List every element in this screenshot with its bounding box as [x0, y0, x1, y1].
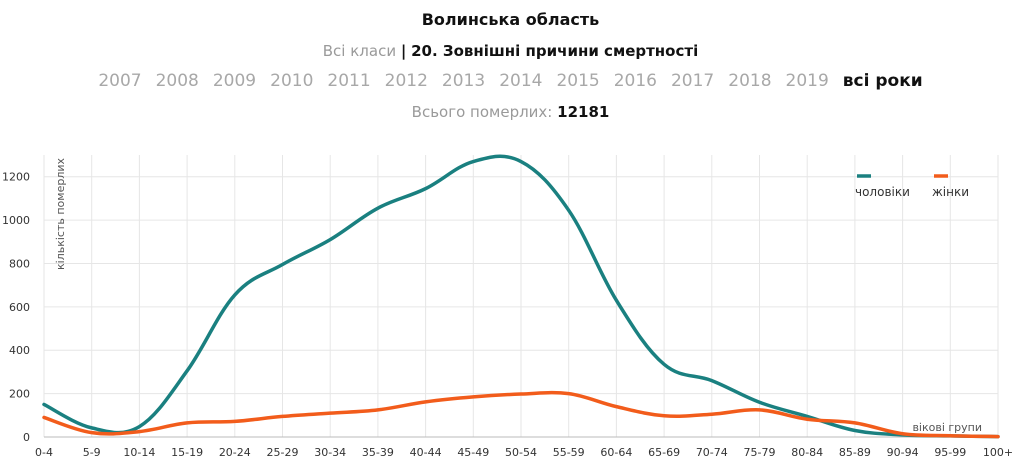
data-point — [423, 399, 429, 405]
x-tick-label: 15-19 — [171, 446, 203, 459]
year-option[interactable]: 2011 — [327, 71, 371, 91]
year-option[interactable]: 2017 — [670, 71, 715, 91]
data-point — [232, 418, 238, 424]
year-option[interactable]: 2015 — [556, 71, 600, 91]
y-tick-label: 600 — [9, 301, 30, 314]
data-point — [709, 378, 715, 384]
x-tick-label: 25-29 — [267, 446, 299, 459]
y-tick-label: 1200 — [2, 171, 30, 184]
data-point — [41, 414, 47, 420]
class-selected[interactable]: 20. Зовнішні причини смертності — [411, 42, 699, 60]
y-tick-label: 800 — [9, 257, 30, 270]
data-point — [136, 429, 142, 435]
y-axis-label: кількість померлих — [54, 158, 67, 270]
data-point — [566, 391, 572, 397]
x-tick-label: 45-49 — [457, 446, 489, 459]
data-point — [327, 237, 333, 243]
data-point — [327, 410, 333, 416]
data-point — [423, 186, 429, 192]
data-point — [184, 420, 190, 426]
class-all-link[interactable]: Всі класи — [322, 42, 397, 60]
y-tick-label: 0 — [23, 431, 30, 444]
year-option[interactable]: 2016 — [613, 71, 657, 91]
year-option[interactable]: 2009 — [212, 71, 257, 91]
data-point — [89, 430, 95, 436]
year-option[interactable]: 2013 — [441, 71, 486, 91]
year-option[interactable]: 2007 — [98, 71, 142, 91]
x-tick-label: 100+ — [983, 446, 1013, 459]
data-point — [518, 391, 524, 397]
year-option[interactable]: 2012 — [384, 71, 428, 91]
x-tick-label: 80-84 — [791, 446, 823, 459]
data-point — [757, 399, 763, 405]
total-deaths: Всього померлих: 12181 — [0, 103, 1021, 121]
total-value: 12181 — [557, 103, 610, 121]
x-tick-label: 75-79 — [744, 446, 776, 459]
data-point — [757, 407, 763, 413]
legend-label: чоловіки — [855, 185, 910, 199]
data-point — [852, 420, 858, 426]
data-point — [709, 411, 715, 417]
data-point — [518, 159, 524, 165]
data-point — [184, 368, 190, 374]
data-point — [375, 407, 381, 413]
x-axis-label: вікові групи — [912, 421, 982, 434]
y-tick-label: 200 — [9, 388, 30, 401]
data-point — [995, 434, 1001, 440]
year-option[interactable]: 2008 — [155, 71, 199, 91]
data-point — [804, 416, 810, 422]
series-line-women — [42, 390, 1000, 439]
x-tick-label: 70-74 — [696, 446, 728, 459]
year-option[interactable]: всі роки — [842, 71, 923, 91]
x-tick-label: 65-69 — [648, 446, 680, 459]
year-option[interactable]: 2019 — [785, 71, 829, 91]
series-line-men — [42, 154, 1000, 439]
year-option[interactable]: 2014 — [499, 71, 543, 91]
class-separator: | — [400, 42, 407, 60]
y-tick-label: 400 — [9, 344, 30, 357]
data-point — [470, 394, 476, 400]
y-tick-label: 1000 — [2, 214, 30, 227]
data-point — [613, 297, 619, 303]
page-title: Волинська область — [421, 10, 600, 29]
year-selector: 2007 2008 2009 2010 2011 2012 2013 2014 2015 2016… — [0, 71, 1021, 91]
x-tick-label: 40-44 — [410, 446, 442, 459]
legend-label: жінки — [932, 185, 969, 199]
x-tick-label: 55-59 — [553, 446, 585, 459]
data-point — [470, 159, 476, 165]
class-filter: Всі класи | 20. Зовнішні причини смертно… — [0, 42, 1021, 60]
data-point — [280, 262, 286, 268]
data-point — [41, 401, 47, 407]
x-tick-label: 30-34 — [314, 446, 346, 459]
x-tick-label: 35-39 — [362, 446, 394, 459]
year-option[interactable]: 2018 — [728, 71, 772, 91]
data-point — [232, 292, 238, 298]
x-tick-label: 20-24 — [219, 446, 251, 459]
data-point — [900, 431, 906, 437]
year-option[interactable]: 2010 — [270, 71, 314, 91]
total-label: Всього померлих: — [411, 103, 553, 121]
data-point — [661, 361, 667, 367]
data-point — [661, 413, 667, 419]
x-tick-label: 85-89 — [839, 446, 871, 459]
x-tick-label: 90-94 — [887, 446, 919, 459]
x-tick-label: 60-64 — [600, 446, 632, 459]
x-tick-label: 50-54 — [505, 446, 537, 459]
data-point — [566, 207, 572, 213]
data-point — [280, 413, 286, 419]
x-tick-label: 10-14 — [123, 446, 155, 459]
x-tick-label: 5-9 — [83, 446, 101, 459]
x-tick-label: 95-99 — [934, 446, 966, 459]
data-point — [852, 427, 858, 433]
data-point — [613, 404, 619, 410]
data-point — [375, 205, 381, 211]
x-tick-label: 0-4 — [35, 446, 53, 459]
